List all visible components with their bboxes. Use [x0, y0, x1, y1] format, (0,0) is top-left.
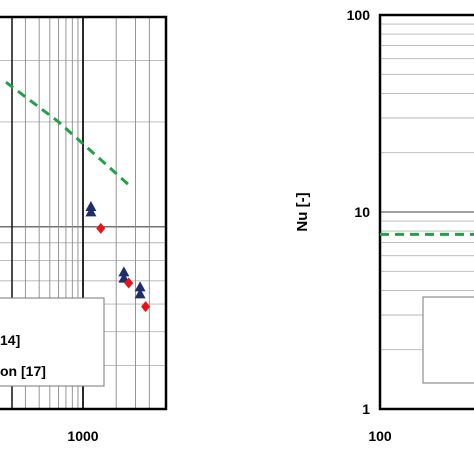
legend-box	[0, 297, 105, 387]
triangle-data-point	[134, 288, 146, 299]
diamond-data-point	[96, 222, 106, 234]
left-chart-panel: 14] on [17] 1000	[0, 15, 168, 444]
triangle-data-point	[134, 281, 146, 292]
x-tick-label: 100	[368, 428, 392, 444]
triangle-data-point	[85, 206, 97, 217]
plot-frame	[378, 13, 474, 411]
diamond-data-point	[141, 301, 151, 313]
legend-entry-1: 14]	[0, 332, 20, 348]
triangle-data-point	[118, 266, 130, 277]
triangle-data-point	[85, 200, 97, 211]
y-tick-label: 100	[347, 7, 371, 23]
diamond-data-point	[124, 277, 134, 289]
x-tick-label: 1000	[67, 428, 98, 444]
y-tick-label: 10	[354, 204, 370, 220]
y-axis-label: Nu [-]	[294, 192, 311, 231]
plot-frame	[0, 15, 168, 411]
dashed-correlation-line	[5, 81, 130, 186]
legend-entry-2: on [17]	[0, 363, 46, 379]
right-chart-panel: 1 10 100 100 Nu [-]	[294, 7, 474, 444]
y-tick-label: 1	[362, 401, 370, 417]
legend-box	[422, 296, 474, 384]
